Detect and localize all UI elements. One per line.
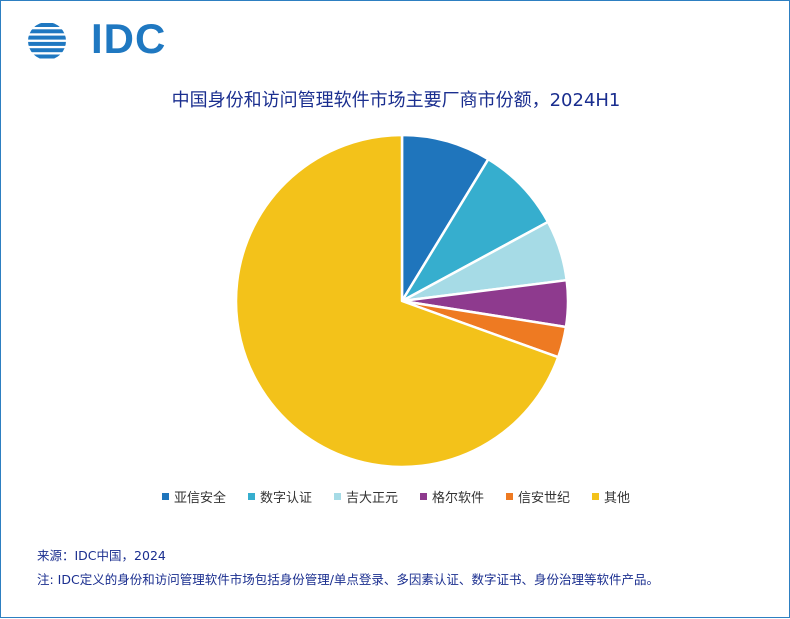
footnote: 注: IDC定义的身份和访问管理软件市场包括身份管理/单点登录、多因素认证、数字… — [37, 572, 659, 587]
chart-title: 中国身份和访问管理软件市场主要厂商市份额，2024H1 — [171, 90, 621, 111]
chart-legend: 亚信安全 数字认证 吉大正元 格尔软件 信安世纪 其他 — [1, 487, 790, 506]
legend-item-4: 信安世纪 — [506, 487, 570, 506]
source-note: 来源：IDC中国，2024 — [37, 548, 166, 563]
legend-label-2: 吉大正元 — [345, 491, 398, 506]
idc-logo: IDC — [25, 15, 167, 62]
legend-swatch-2 — [333, 493, 341, 500]
legend-label-5: 其他 — [604, 491, 631, 506]
legend-swatch-5 — [592, 493, 600, 500]
legend-label-3: 格尔软件 — [432, 491, 485, 506]
legend-label-0: 亚信安全 — [173, 491, 226, 506]
pie-slice-0 — [400, 133, 490, 303]
legend-swatch-4 — [506, 493, 514, 500]
legend-item-3: 格尔软件 — [420, 487, 484, 506]
idc-globe-icon — [28, 23, 66, 59]
logo-text: IDC — [91, 15, 167, 62]
pie-slice-1 — [400, 157, 550, 303]
legend-label-4: 信安世纪 — [518, 491, 571, 506]
legend-item-0: 亚信安全 — [161, 487, 226, 506]
legend-swatch-3 — [420, 493, 427, 500]
legend-item-1: 数字认证 — [247, 487, 312, 506]
legend-item-5: 其他 — [592, 487, 630, 506]
legend-swatch-0 — [161, 493, 169, 500]
pie-slice-5 — [234, 133, 560, 469]
legend-label-1: 数字认证 — [259, 491, 312, 506]
legend-item-2: 吉大正元 — [333, 487, 398, 506]
legend-swatch-1 — [247, 493, 255, 500]
